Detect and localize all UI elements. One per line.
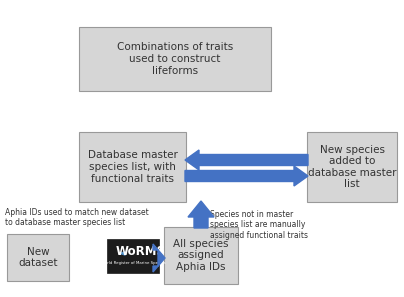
FancyBboxPatch shape — [164, 227, 238, 284]
FancyArrow shape — [185, 166, 308, 186]
Text: Species not in master
species list are manually
assigned functional traits: Species not in master species list are m… — [210, 210, 308, 240]
FancyArrow shape — [185, 150, 308, 170]
FancyBboxPatch shape — [79, 27, 271, 91]
FancyBboxPatch shape — [307, 132, 397, 202]
Text: World Register of Marine Species: World Register of Marine Species — [101, 261, 165, 265]
Text: WoRMS: WoRMS — [116, 245, 166, 258]
FancyArrow shape — [188, 201, 214, 228]
Text: ◄: ◄ — [118, 247, 126, 257]
Text: All species
assigned
Aphia IDs: All species assigned Aphia IDs — [173, 239, 229, 272]
Text: New species
added to
database master
list: New species added to database master lis… — [308, 145, 396, 189]
Text: New
dataset: New dataset — [18, 247, 58, 268]
FancyBboxPatch shape — [7, 234, 69, 281]
FancyBboxPatch shape — [79, 132, 186, 202]
Text: Database master
species list, with
functional traits: Database master species list, with funct… — [88, 150, 177, 184]
FancyArrow shape — [153, 244, 165, 272]
Text: Combinations of traits
used to construct
lifeforms: Combinations of traits used to construct… — [117, 42, 233, 76]
Text: Aphia IDs used to match new dataset
to database master species list: Aphia IDs used to match new dataset to d… — [5, 208, 149, 228]
FancyBboxPatch shape — [107, 239, 159, 273]
